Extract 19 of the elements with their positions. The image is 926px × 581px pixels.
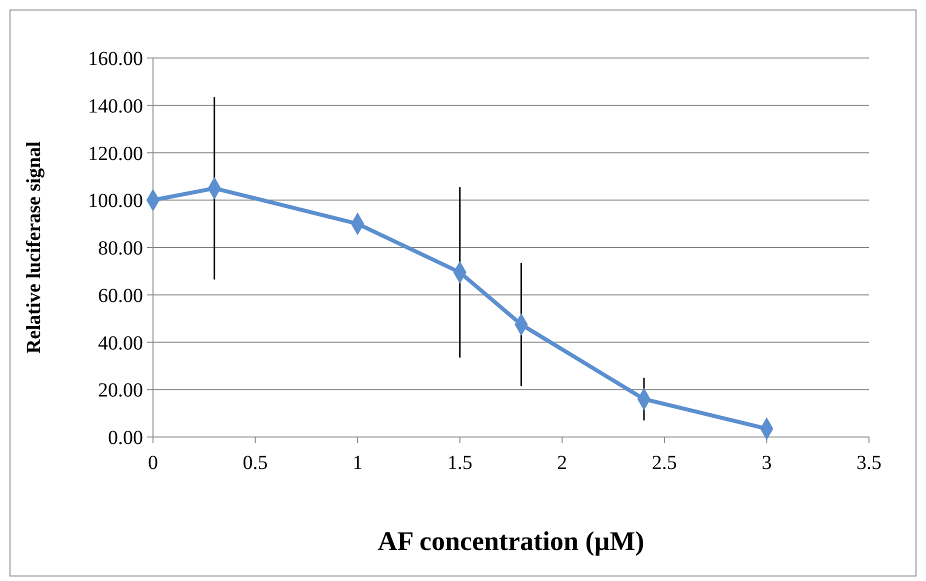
- x-tick-label: 3: [762, 452, 772, 474]
- y-tick-label: 120.00: [88, 142, 143, 165]
- y-axis-title: Relative luciferase signal: [23, 140, 45, 354]
- x-tick-label: 1: [352, 452, 363, 474]
- y-tick-label: 140.00: [88, 95, 143, 118]
- y-tick-label: 40.00: [98, 332, 143, 354]
- x-tick-label: 2.5: [652, 452, 677, 474]
- y-tick-label: 160.00: [88, 48, 143, 70]
- x-tick-label: 0: [148, 452, 158, 474]
- y-tick-label: 20.00: [98, 380, 143, 402]
- y-tick-label: 60.00: [98, 284, 143, 307]
- y-tick-label: 100.00: [88, 190, 143, 212]
- x-axis-title: AF concentration (µM): [378, 526, 644, 556]
- x-tick-label: 0.5: [242, 452, 268, 474]
- x-tick-label: 3.5: [856, 452, 882, 474]
- x-tick-label: 1.5: [447, 452, 472, 474]
- y-tick-label: 80.00: [98, 238, 143, 260]
- x-tick-label: 2: [557, 452, 568, 474]
- y-tick-label: 0.00: [108, 427, 143, 449]
